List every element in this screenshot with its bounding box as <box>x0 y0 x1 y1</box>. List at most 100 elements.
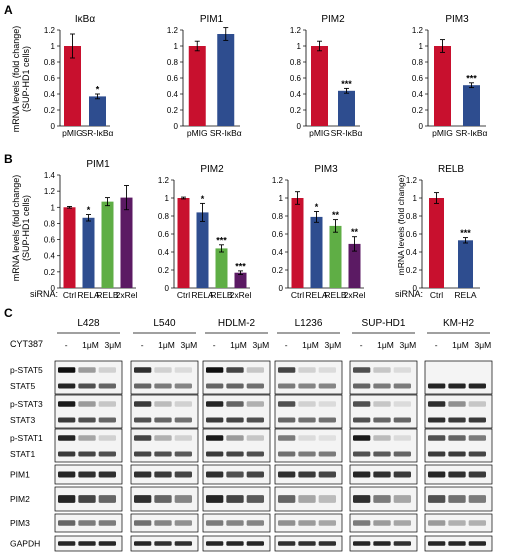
y-tick-label: 1 <box>174 42 179 51</box>
blot-band <box>318 401 336 407</box>
blot-band <box>393 451 411 457</box>
chart-a-pim3: PIM3 0 0.2 0.4 0.6 0.8 1 1.2 pMIG *** SR-IκBα <box>412 14 488 138</box>
chart-title: IκBα <box>75 14 95 25</box>
dose-label: 3μM <box>252 340 269 350</box>
chart-a-pim1: PIM1 0 0.2 0.4 0.6 0.8 1 1.2 pMIG SR-IκBα <box>167 14 242 138</box>
blot-row-label: p-STAT1 <box>10 433 43 443</box>
y-tick-label: 0 <box>297 122 302 131</box>
bar <box>177 198 190 288</box>
significance-mark: * <box>96 85 100 95</box>
blot-band <box>278 495 296 503</box>
cell-line-label: HDLM-2 <box>218 318 256 329</box>
blot-band <box>428 401 446 407</box>
blot-band <box>206 367 224 373</box>
blot-band <box>373 367 391 373</box>
category-label: RELA <box>305 290 328 300</box>
blot-band <box>98 401 116 407</box>
blot-band <box>226 541 244 546</box>
blot-band <box>353 451 371 457</box>
blot-band <box>393 383 411 389</box>
panel-b-relb-ylabel: mRNA levels (fold change) <box>396 175 406 276</box>
blot-band <box>448 541 466 546</box>
blot-frame <box>54 360 123 395</box>
blot-band <box>298 541 316 546</box>
blot-band <box>468 417 486 423</box>
blot-band <box>174 435 192 441</box>
y-tick-label: 1.2 <box>44 187 56 196</box>
cyt387-label: CYT387 <box>10 339 43 349</box>
chart-b-pim3: PIM3 0 0.2 0.4 0.6 0.8 1 1.2 Ctrl * RELA ** RELB ** 2x… <box>272 164 366 300</box>
y-tick-label: 0.2 <box>44 268 56 277</box>
blot-band <box>373 417 391 423</box>
bar <box>311 46 328 126</box>
significance-mark: *** <box>235 261 246 271</box>
y-tick-label: 1 <box>51 42 56 51</box>
blot-band <box>468 383 486 389</box>
blot-band <box>58 495 76 503</box>
chart-b-pim1: PIM1 0 0.2 0.4 0.6 0.8 1 1.2 1.4 Ctrl * RELARELB2xR… <box>44 159 138 300</box>
category-label: SR-IκBα <box>82 128 114 138</box>
category-label: Ctrl <box>177 290 190 300</box>
y-tick-label: 1.2 <box>158 176 170 185</box>
blot-band <box>448 471 466 478</box>
blot-band <box>226 417 244 423</box>
y-tick-label: 1 <box>413 194 418 203</box>
blot-band <box>428 435 446 441</box>
blot-row-label: PIM1 <box>10 470 30 480</box>
blot-band <box>318 495 336 503</box>
blot-band <box>448 417 466 423</box>
blot-band <box>78 435 96 441</box>
blot-band <box>278 471 296 478</box>
blot-band <box>468 451 486 457</box>
blot-band <box>428 417 446 423</box>
panel-letter-b: B <box>4 152 13 166</box>
blot-band <box>154 471 172 478</box>
blot-band <box>318 417 336 423</box>
bar <box>196 212 209 288</box>
dose-label: - <box>285 340 288 350</box>
blot-band <box>58 471 76 478</box>
blot-band <box>246 417 264 423</box>
category-label: pMIG <box>432 128 453 138</box>
y-tick-label: 0.8 <box>272 212 284 221</box>
blot-band <box>468 541 486 546</box>
blot-band <box>373 541 391 546</box>
bar <box>234 272 247 288</box>
y-tick-label: 0 <box>165 284 170 293</box>
category-label: RELA <box>454 290 477 300</box>
y-tick-label: 1 <box>419 42 424 51</box>
blot-band <box>174 401 192 407</box>
bar <box>458 240 473 288</box>
chart-b-pim2: PIM2 0 0.2 0.4 0.6 0.8 1 1.2 Ctrl * RELA *** RELB ***… <box>158 164 252 300</box>
blot-frame <box>349 360 418 395</box>
y-tick-label: 0.4 <box>406 248 418 257</box>
blot-band <box>174 417 192 423</box>
blot-frame <box>424 360 493 395</box>
y-tick-label: 0.4 <box>44 90 56 99</box>
blot-band <box>134 520 152 526</box>
y-tick-label: 0.8 <box>44 58 56 67</box>
blot-band <box>428 541 446 546</box>
blot-band <box>373 401 391 407</box>
blot-band <box>98 541 116 546</box>
blot-band <box>174 541 192 546</box>
blot-band <box>174 383 192 389</box>
bar <box>429 198 444 288</box>
category-label: 2xRel <box>230 290 252 300</box>
blot-band <box>468 401 486 407</box>
y-tick-label: 0.2 <box>44 106 56 115</box>
y-tick-label: 0.8 <box>290 58 302 67</box>
bar <box>291 198 304 288</box>
y-tick-label: 1.2 <box>272 176 284 185</box>
chart-a-pim2: PIM2 0 0.2 0.4 0.6 0.8 1 1.2 pMIG *** SR-IκBα <box>290 14 363 138</box>
category-label: pMIG <box>187 128 208 138</box>
blot-band <box>353 495 371 503</box>
blot-frame <box>349 394 418 429</box>
bar <box>101 201 114 288</box>
blot-frame <box>424 428 493 463</box>
category-label: RELB <box>96 290 119 300</box>
blot-band <box>246 383 264 389</box>
blot-band <box>98 495 116 503</box>
blot-band <box>134 401 152 407</box>
blot-row-label: STAT5 <box>10 381 35 391</box>
